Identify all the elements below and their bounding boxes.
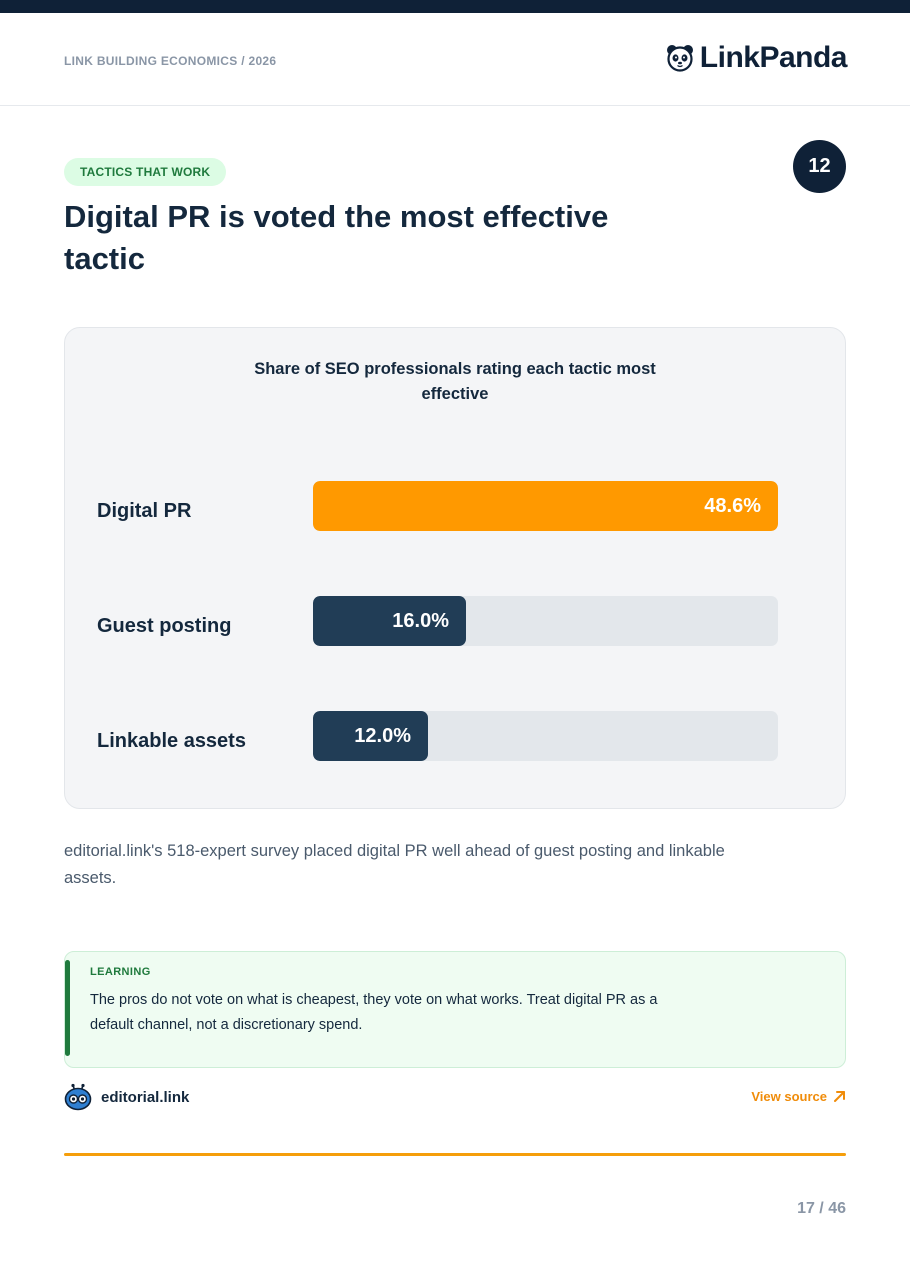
page-header: LINK BUILDING ECONOMICS / 2026 LinkPanda (0, 13, 910, 106)
chart-title: Share of SEO professionals rating each t… (254, 360, 656, 403)
bar-chart-card: Share of SEO professionals rating each t… (64, 327, 846, 809)
bar-label-linkable-assets: Linkable assets (97, 730, 246, 752)
bar-value-guest-posting: 16.0% (392, 610, 449, 632)
panda-icon (666, 45, 693, 72)
bar-track-digital-pr: 48.6% (313, 481, 778, 531)
summary-paragraph: editorial.link's 518-expert survey place… (64, 842, 725, 887)
bar-value-linkable-assets: 12.0% (354, 725, 411, 747)
bar-track-linkable-assets: 12.0% (313, 711, 778, 761)
robot-icon (64, 1083, 92, 1111)
source-name: editorial.link (101, 1088, 190, 1106)
learning-label: LEARNING (90, 966, 151, 978)
bar-value-digital-pr: 48.6% (704, 495, 761, 517)
source-attribution: editorial.link (64, 1083, 189, 1111)
brand-name: LinkPanda (699, 41, 848, 74)
section-tag: TACTICS THAT WORK (64, 158, 227, 186)
top-bar (0, 0, 910, 13)
report-eyebrow: LINK BUILDING ECONOMICS / 2026 (64, 54, 277, 68)
page-title: Digital PR is voted the most effective t… (64, 199, 609, 276)
callout-accent-bar (65, 960, 70, 1056)
bar-digital-pr: 48.6% (313, 481, 778, 531)
footer-divider (64, 1153, 846, 1156)
learning-text: The pros do not vote on what is cheapest… (90, 992, 658, 1033)
brand-logo: LinkPanda (666, 41, 848, 75)
section-number-badge: 12 (793, 140, 846, 193)
view-source-label: View source (751, 1089, 827, 1104)
bar-guest-posting: 16.0% (313, 596, 466, 646)
bar-label-guest-posting: Guest posting (97, 615, 232, 637)
view-source-link[interactable]: View source (751, 1089, 846, 1104)
bar-track-guest-posting: 16.0% (313, 596, 778, 646)
learning-callout: LEARNING The pros do not vote on what is… (64, 951, 846, 1068)
bar-linkable-assets: 12.0% (313, 711, 428, 761)
bar-label-digital-pr: Digital PR (97, 500, 192, 522)
arrow-up-right-icon (834, 1091, 845, 1102)
page-number: 17 / 46 (797, 1200, 846, 1217)
